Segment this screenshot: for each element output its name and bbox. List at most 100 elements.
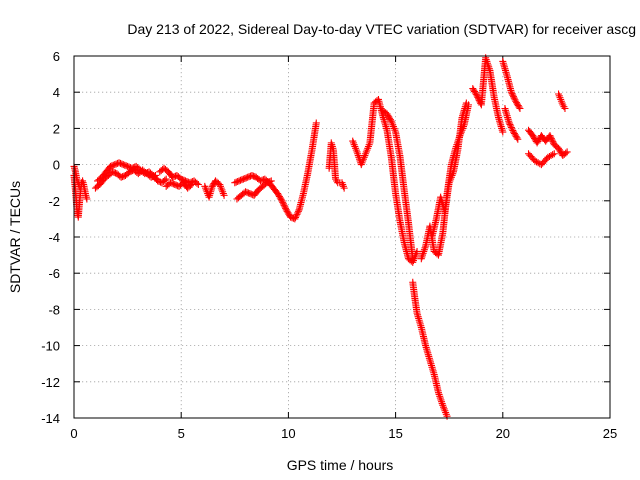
data-point xyxy=(508,125,516,133)
data-point xyxy=(281,203,289,211)
series-arc16 xyxy=(469,54,507,136)
data-point xyxy=(470,87,478,95)
data-point xyxy=(562,149,570,157)
data-point xyxy=(278,197,286,205)
y-tick-label: 0 xyxy=(53,158,60,173)
data-point xyxy=(547,135,555,143)
data-point xyxy=(513,134,521,142)
data-point xyxy=(555,144,563,152)
data-point xyxy=(549,151,557,159)
data-point xyxy=(386,114,394,122)
x-tick-label: 25 xyxy=(603,426,617,441)
y-tick-label: 2 xyxy=(53,121,60,136)
data-point xyxy=(507,122,515,130)
data-point xyxy=(285,210,293,218)
data-point xyxy=(443,412,451,420)
grid-lines xyxy=(74,56,610,418)
data-point xyxy=(511,96,519,104)
series-arc4 xyxy=(91,166,159,192)
data-point xyxy=(510,129,518,137)
data-point xyxy=(556,147,564,155)
data-point xyxy=(279,200,287,208)
x-tick-label: 15 xyxy=(388,426,402,441)
data-point xyxy=(294,207,302,215)
y-tick-label: -6 xyxy=(48,266,60,281)
series-arc7 xyxy=(201,177,228,201)
data-point xyxy=(291,215,299,223)
data-point xyxy=(512,97,520,105)
data-point xyxy=(549,138,557,146)
data-point xyxy=(509,91,517,99)
x-tick-label: 0 xyxy=(70,426,77,441)
data-point xyxy=(274,190,282,198)
data-point xyxy=(312,119,320,127)
data-point xyxy=(510,93,518,101)
data-point xyxy=(194,181,202,189)
data-point xyxy=(515,103,523,111)
data-point xyxy=(530,133,538,141)
series-arc18 xyxy=(501,104,522,143)
data-point xyxy=(409,255,417,263)
series-arc13 xyxy=(409,278,451,420)
data-point xyxy=(284,209,292,217)
data-point xyxy=(514,102,522,110)
y-tick-label: 4 xyxy=(53,85,60,100)
data-point xyxy=(282,206,290,214)
data-point xyxy=(534,137,542,145)
data-point xyxy=(282,204,290,212)
data-point xyxy=(279,198,287,206)
y-tick-label: -2 xyxy=(48,194,60,209)
data-point xyxy=(533,139,541,147)
data-point xyxy=(293,210,301,218)
data-point xyxy=(186,182,194,190)
data-point xyxy=(470,86,478,94)
data-point xyxy=(275,192,283,200)
data-point xyxy=(510,128,518,136)
y-tick-label: 6 xyxy=(53,49,60,64)
data-points xyxy=(70,54,571,420)
data-point xyxy=(383,110,391,118)
data-point xyxy=(507,88,515,96)
series-arc8 xyxy=(231,119,320,223)
data-point xyxy=(563,148,571,156)
plot-frame xyxy=(73,55,611,419)
data-point xyxy=(193,179,201,187)
data-point xyxy=(547,133,555,141)
y-tick-label: -14 xyxy=(41,411,60,426)
data-point xyxy=(469,85,477,93)
data-point xyxy=(499,128,507,136)
data-point xyxy=(340,184,348,192)
data-point xyxy=(266,177,274,185)
series-arc15 xyxy=(428,99,470,241)
data-point xyxy=(510,94,518,102)
data-point xyxy=(276,194,284,202)
series-arc9 xyxy=(233,177,275,203)
data-point xyxy=(505,119,513,127)
data-point xyxy=(508,90,516,98)
series-arc19 xyxy=(525,126,571,160)
data-point xyxy=(83,195,91,203)
x-axis-label: GPS time / hours xyxy=(287,457,394,473)
data-point xyxy=(161,176,169,184)
data-point xyxy=(75,182,83,190)
data-point xyxy=(292,213,300,221)
y-tick-label: -8 xyxy=(48,302,60,317)
data-point xyxy=(188,181,196,189)
data-point xyxy=(507,123,515,131)
data-point xyxy=(472,90,480,98)
data-point xyxy=(386,116,394,124)
data-point xyxy=(555,146,563,154)
data-point xyxy=(550,150,558,158)
data-point xyxy=(151,171,159,179)
data-point xyxy=(529,132,537,140)
series-arc10 xyxy=(325,139,348,192)
data-point xyxy=(506,120,514,128)
series-arc6 xyxy=(162,179,196,192)
x-tick-label: 5 xyxy=(178,426,185,441)
data-point xyxy=(471,89,479,97)
data-point xyxy=(561,104,569,112)
data-point xyxy=(546,132,554,140)
data-point xyxy=(516,104,524,112)
data-point xyxy=(548,136,556,144)
